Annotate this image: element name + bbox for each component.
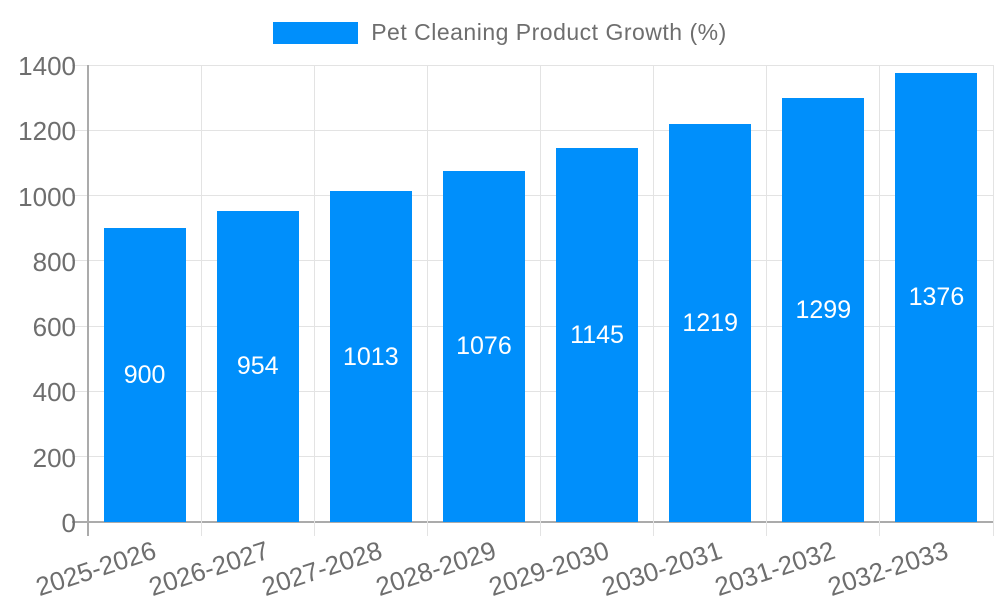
bar-value-label: 1013 <box>343 342 399 371</box>
bar[interactable] <box>442 170 525 522</box>
bar[interactable] <box>556 148 639 522</box>
bar[interactable] <box>216 210 299 522</box>
y-tick-label: 0 <box>61 508 76 538</box>
h-gridline <box>72 129 993 131</box>
y-tick-label: 600 <box>32 312 76 343</box>
legend-label: Pet Cleaning Product Growth (%) <box>371 19 727 45</box>
h-gridline <box>72 260 993 262</box>
bar-value-label: 1076 <box>456 332 512 361</box>
y-axis-line <box>87 65 89 536</box>
y-tick-label: 200 <box>32 442 76 473</box>
x-tick-label: 2031-2032 <box>711 535 839 602</box>
bar[interactable] <box>782 97 865 522</box>
bar[interactable] <box>669 124 752 522</box>
legend: Pet Cleaning Product Growth (%) <box>0 19 1000 46</box>
h-gridline <box>72 64 993 66</box>
plot-area: 900 954 1013 1076 1145 1219 1299 1376 <box>72 64 994 536</box>
x-tick-label: 2028-2029 <box>371 535 500 602</box>
x-tick-label: 2029-2030 <box>484 535 613 602</box>
bar-value-label: 900 <box>123 361 166 390</box>
bar[interactable] <box>895 72 978 522</box>
v-gridline <box>540 65 541 536</box>
y-tick-label: 1200 <box>18 116 76 147</box>
v-gridline <box>200 65 202 536</box>
x-tick-label: 2027-2028 <box>258 535 387 602</box>
y-tick-label: 1000 <box>18 181 76 212</box>
x-tick-label: 2025-2026 <box>32 535 160 602</box>
h-gridline <box>72 195 993 197</box>
y-tick-label: 1400 <box>18 51 76 81</box>
bar-value-label: 1145 <box>570 321 624 350</box>
v-gridline <box>426 65 428 536</box>
h-gridline <box>72 390 993 392</box>
x-tick-label: 2032-2033 <box>824 535 952 602</box>
v-gridline <box>653 65 655 536</box>
bar-value-label: 1376 <box>908 283 965 312</box>
x-axis-line <box>72 521 993 523</box>
h-gridline <box>72 456 993 458</box>
v-gridline <box>313 65 315 536</box>
h-gridline <box>72 325 993 327</box>
y-tick-label: 800 <box>32 246 76 277</box>
x-tick-label: 2026-2027 <box>145 535 273 602</box>
v-gridline <box>879 65 881 536</box>
bar[interactable] <box>329 191 412 522</box>
bar-value-label: 1219 <box>682 309 738 338</box>
v-gridline <box>992 65 994 536</box>
legend-item[interactable]: Pet Cleaning Product Growth (%) <box>273 19 727 46</box>
bar[interactable] <box>103 228 186 522</box>
v-gridline <box>766 65 768 536</box>
bar-value-label: 954 <box>236 352 279 381</box>
y-tick-label: 400 <box>32 377 76 408</box>
legend-swatch-icon <box>273 21 359 44</box>
x-tick-label: 2030-2031 <box>597 535 726 602</box>
bar-value-label: 1299 <box>795 295 852 324</box>
